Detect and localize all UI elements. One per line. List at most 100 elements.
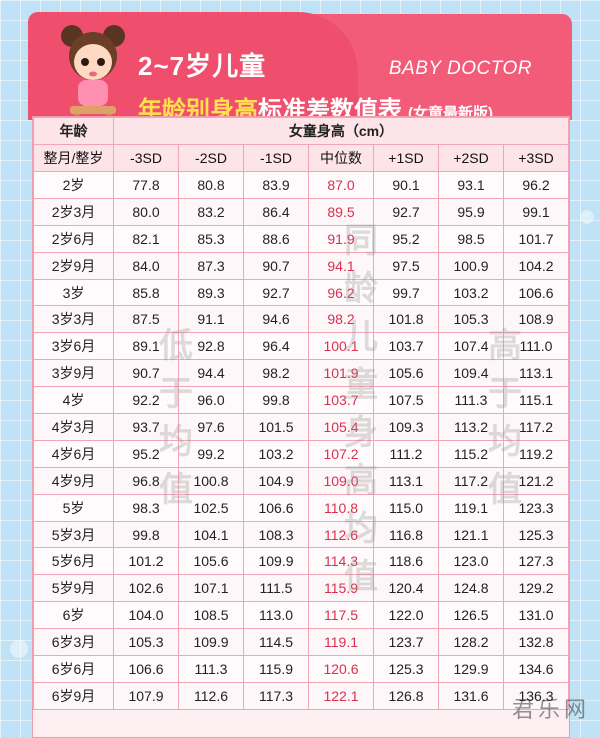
value-cell: 136.3	[503, 681, 569, 710]
value-cell: 116.8	[373, 520, 439, 549]
median-cell: 120.6	[308, 655, 374, 683]
height-table-sheet: 年龄 女童身高（cm） 整月/整岁 -3SD -2SD -1SD 中位数 +1SD +2S…	[32, 116, 570, 738]
value-cell: 85.3	[178, 224, 244, 253]
value-cell: 108.3	[243, 520, 309, 549]
value-cell: 128.2	[438, 628, 504, 657]
value-cell: 119.2	[503, 439, 569, 468]
value-cell: 131.6	[438, 681, 504, 710]
median-cell: 114.3	[308, 547, 374, 576]
column-header: +1SD	[373, 144, 439, 172]
table-subheader-row: 整月/整岁 -3SD -2SD -1SD 中位数 +1SD +2SD +3SD	[33, 144, 569, 172]
value-cell: 123.7	[373, 628, 439, 657]
age-header: 年龄	[33, 117, 114, 145]
value-cell: 104.2	[503, 251, 569, 280]
value-cell: 95.2	[373, 224, 439, 253]
value-cell: 115.2	[438, 439, 504, 468]
value-cell: 111.3	[178, 655, 244, 683]
cartoon-girl-icon	[61, 25, 125, 126]
value-cell: 88.6	[243, 224, 309, 253]
value-cell: 132.8	[503, 628, 569, 657]
value-cell: 93.7	[113, 413, 179, 441]
age-cell: 4岁3月	[33, 413, 114, 441]
median-cell: 105.4	[308, 413, 374, 441]
value-cell: 105.3	[438, 305, 504, 334]
value-cell: 117.2	[503, 413, 569, 441]
table-row: 5岁6月 101.2 105.6 109.9 114.3 118.6 123.0 127.3	[33, 547, 569, 576]
median-cell: 89.5	[308, 197, 374, 226]
value-cell: 114.5	[243, 628, 309, 657]
value-cell: 99.1	[503, 197, 569, 226]
site-watermark: 君乐网	[511, 697, 590, 722]
value-cell: 107.5	[373, 386, 439, 415]
value-cell: 111.3	[438, 386, 504, 415]
table-row: 4岁6月 95.2 99.2 103.2 107.2 111.2 115.2 119.2	[33, 439, 569, 468]
value-cell: 118.6	[373, 547, 439, 576]
table-row: 4岁9月 96.8 100.8 104.9 109.0 113.1 117.2 121.2	[33, 466, 569, 495]
value-cell: 92.2	[113, 386, 179, 415]
value-cell: 84.0	[113, 251, 179, 280]
value-cell: 113.2	[438, 413, 504, 441]
value-cell: 99.2	[178, 439, 244, 468]
age-cell: 3岁9月	[33, 359, 114, 388]
value-cell: 99.8	[113, 520, 179, 549]
value-cell: 98.3	[113, 493, 179, 522]
value-cell: 77.8	[113, 171, 179, 199]
value-cell: 96.2	[503, 171, 569, 199]
value-cell: 105.6	[373, 359, 439, 388]
table-row: 3岁9月 90.7 94.4 98.2 101.9 105.6 109.4 113.1	[33, 359, 569, 388]
value-cell: 129.2	[503, 574, 569, 603]
column-header: -2SD	[178, 144, 244, 172]
group-header: 女童身高（cm）	[113, 117, 569, 145]
age-cell: 4岁9月	[33, 466, 114, 495]
value-cell: 98.5	[438, 224, 504, 253]
value-cell: 80.8	[178, 171, 244, 199]
age-cell: 3岁3月	[33, 305, 114, 334]
brand-logo: BABY DOCTOR	[388, 58, 532, 79]
value-cell: 119.1	[438, 493, 504, 522]
value-cell: 102.5	[178, 493, 244, 522]
median-cell: 87.0	[308, 171, 374, 199]
value-cell: 98.2	[243, 359, 309, 388]
value-cell: 99.8	[243, 386, 309, 415]
column-header: -3SD	[113, 144, 179, 172]
value-cell: 108.9	[503, 305, 569, 334]
value-cell: 100.9	[438, 251, 504, 280]
decor-bubble	[10, 640, 28, 658]
value-cell: 93.1	[438, 171, 504, 199]
value-cell: 87.3	[178, 251, 244, 280]
value-cell: 126.8	[373, 681, 439, 710]
age-cell: 2岁3月	[33, 197, 114, 226]
column-header: -1SD	[243, 144, 309, 172]
value-cell: 107.1	[178, 574, 244, 603]
value-cell: 90.7	[243, 251, 309, 280]
age-cell: 4岁	[33, 386, 114, 415]
value-cell: 104.9	[243, 466, 309, 495]
median-cell: 115.9	[308, 574, 374, 603]
value-cell: 131.0	[503, 601, 569, 630]
age-cell: 5岁6月	[33, 547, 114, 576]
value-cell: 91.1	[178, 305, 244, 334]
value-cell: 109.9	[243, 547, 309, 576]
value-cell: 95.9	[438, 197, 504, 226]
value-cell: 87.5	[113, 305, 179, 334]
value-cell: 96.4	[243, 332, 309, 361]
column-header: 中位数	[308, 144, 374, 172]
value-cell: 92.8	[178, 332, 244, 361]
value-cell: 92.7	[373, 197, 439, 226]
age-cell: 6岁3月	[33, 628, 114, 657]
value-cell: 126.5	[438, 601, 504, 630]
value-cell: 97.6	[178, 413, 244, 441]
value-cell: 83.9	[243, 171, 309, 199]
median-cell: 122.1	[308, 681, 374, 710]
value-cell: 89.1	[113, 332, 179, 361]
median-cell: 103.7	[308, 386, 374, 415]
value-cell: 80.0	[113, 197, 179, 226]
value-cell: 125.3	[503, 520, 569, 549]
value-cell: 96.0	[178, 386, 244, 415]
value-cell: 123.3	[503, 493, 569, 522]
table-row: 4岁3月 93.7 97.6 101.5 105.4 109.3 113.2 117.2	[33, 413, 569, 441]
value-cell: 107.4	[438, 332, 504, 361]
table-header-row: 年龄 女童身高（cm）	[33, 117, 569, 145]
value-cell: 111.2	[373, 439, 439, 468]
value-cell: 115.9	[243, 655, 309, 683]
